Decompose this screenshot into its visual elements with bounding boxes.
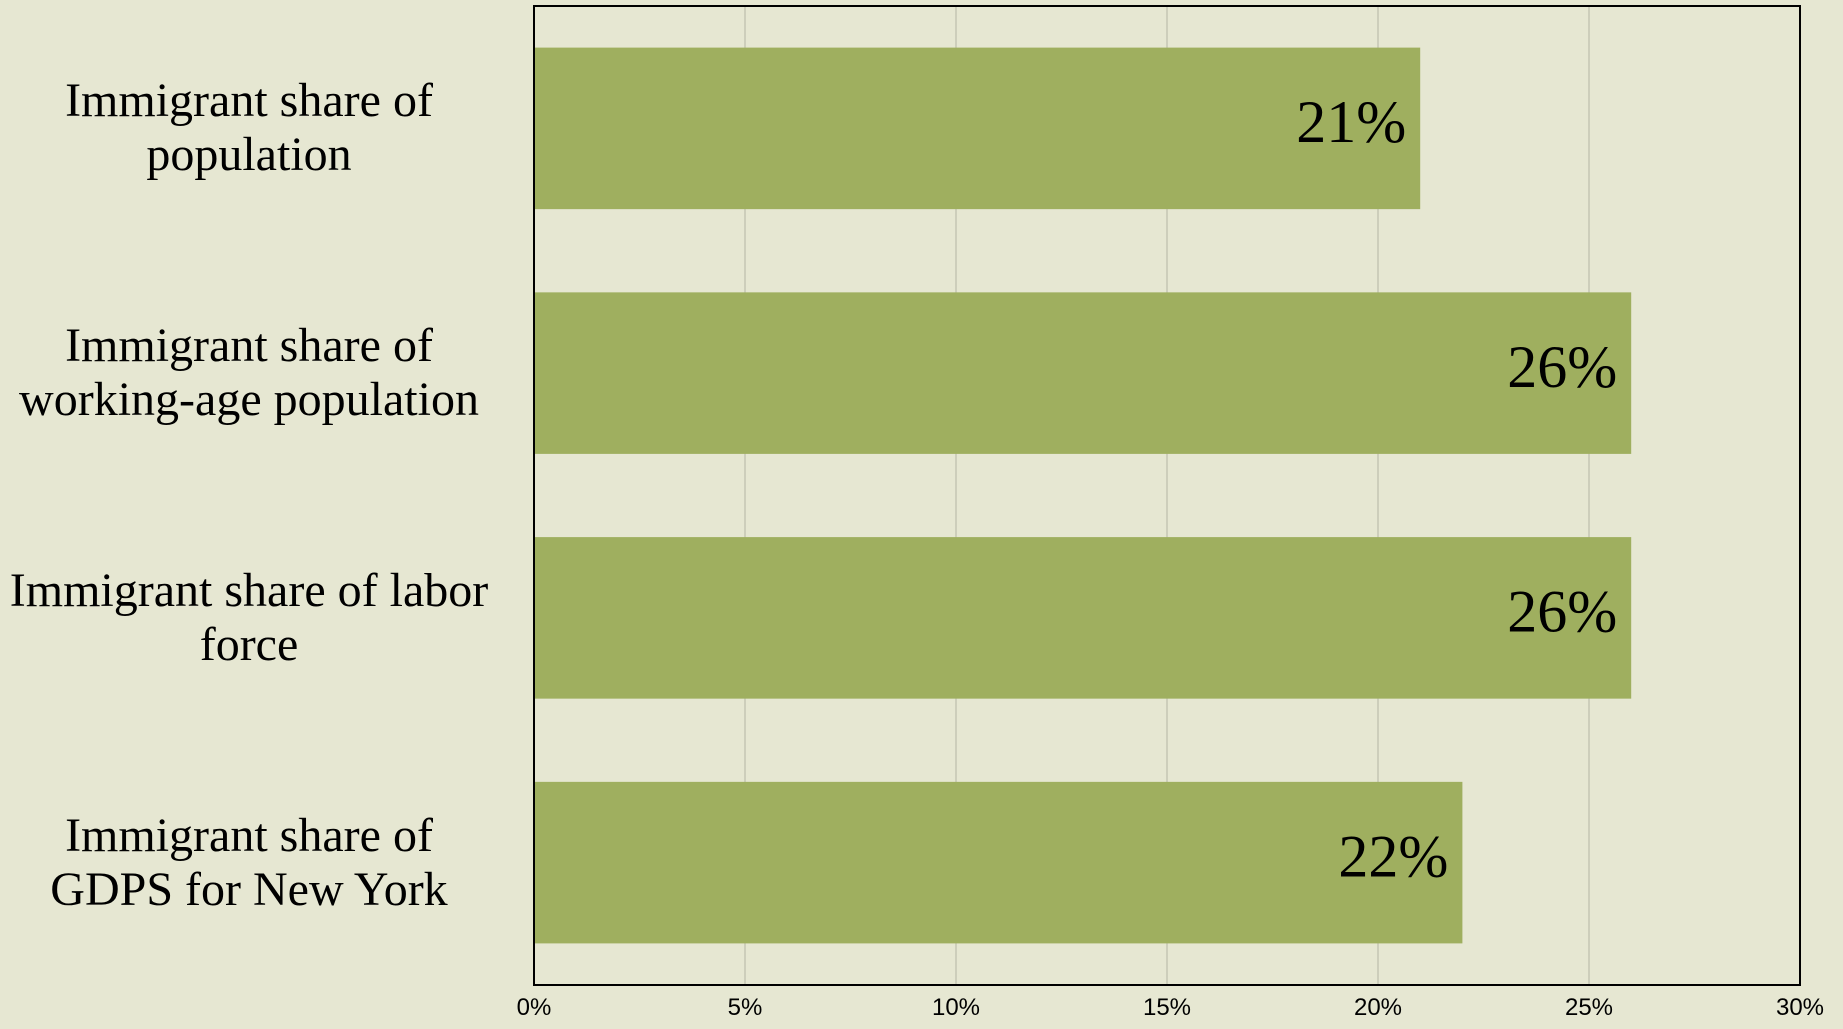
x-tick-label: 20% <box>1354 994 1402 1021</box>
y-tick-label: Immigrant share of population <box>65 74 433 182</box>
x-tick-label: 30% <box>1776 994 1824 1021</box>
bar <box>534 47 1421 210</box>
x-tick-label: 15% <box>1143 994 1191 1021</box>
bar <box>534 292 1632 454</box>
y-tick-label: Immigrant share of labor force <box>9 563 489 671</box>
data-label: 22% <box>1338 823 1448 889</box>
x-tick-label: 25% <box>1565 994 1613 1021</box>
x-tick-label: 0% <box>517 994 552 1021</box>
data-label: 26% <box>1507 334 1617 400</box>
data-label: 26% <box>1507 579 1617 645</box>
x-tick-label: 5% <box>728 994 763 1021</box>
plot-frame <box>533 5 1801 986</box>
bar <box>534 537 1632 699</box>
bar <box>534 781 1463 944</box>
y-tick-label: Immigrant share of GDPS for New York <box>50 808 448 916</box>
y-tick-label: Immigrant share of working-age populatio… <box>19 319 479 427</box>
data-label: 21% <box>1296 89 1406 155</box>
x-tick-label: 10% <box>932 994 980 1021</box>
